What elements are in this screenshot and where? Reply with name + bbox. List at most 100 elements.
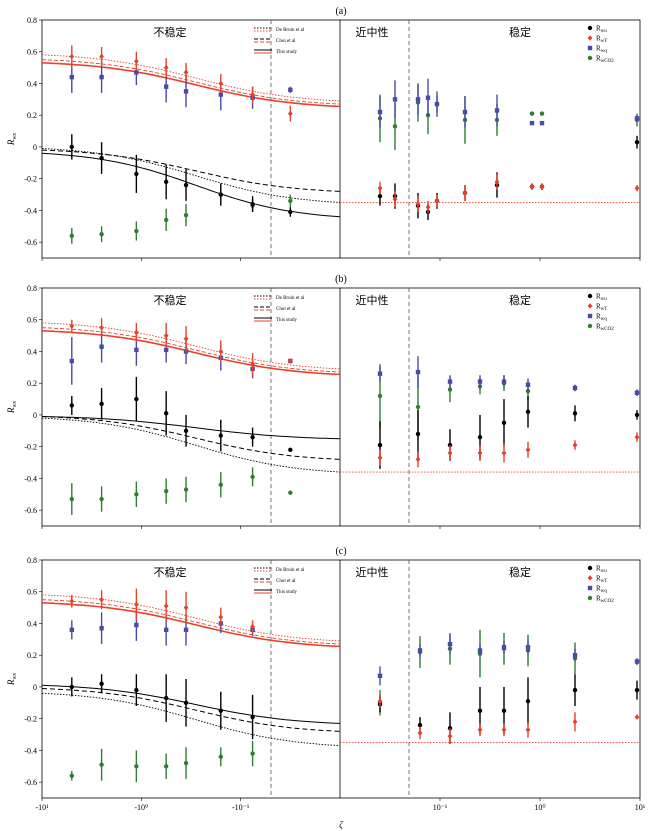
point-wq [572, 385, 578, 391]
legend-series-label: Rwu [596, 565, 607, 575]
point-wq [134, 622, 139, 628]
legend-marker-wq [587, 585, 593, 591]
point-wT [634, 185, 640, 191]
curve-red-dashed [41, 327, 341, 373]
legend-series-sub: wT [601, 579, 608, 584]
panel-a: (a) 0.8 0.6 0.4 0.2 0 -0.2 -0.4 -0.6 Rwx 不稳定 近中性 稳定 D… [6, 6, 641, 261]
point-wT [99, 596, 104, 603]
region-label-unstable: 不稳定 [154, 565, 187, 579]
curve-red-dotted [41, 322, 341, 370]
point-wu [572, 411, 578, 416]
ytick-label: -0.6 [24, 238, 37, 247]
curve-red-dotted [41, 54, 341, 102]
ytick-label: 0.4 [27, 347, 37, 356]
legend-marker-wt [587, 303, 593, 309]
legend-marker-wt [587, 35, 593, 41]
point-wT [133, 329, 139, 336]
curve-black-dotted [41, 692, 341, 747]
xtick-label: 10¹ [635, 803, 646, 812]
point-wT [447, 733, 453, 739]
ytick-label: 0.8 [27, 16, 37, 25]
point-wq [99, 344, 104, 349]
point-wq [572, 653, 578, 658]
legend-series-label: RwCO2 [596, 323, 614, 333]
point-wco2 [134, 492, 139, 497]
ytick-label: -0.2 [24, 175, 37, 184]
legend-marker-wq [587, 313, 593, 319]
legend-series-sub: wq [601, 317, 608, 322]
legend-marker-wco2 [587, 55, 593, 61]
point-wu [163, 179, 169, 185]
point-wu [163, 695, 169, 701]
legend-line-label: De Bruin et al [276, 296, 305, 301]
ylabel: Rwx [6, 133, 18, 147]
point-wu [417, 722, 423, 728]
point-wu [634, 687, 640, 693]
legend-marker-wco2 [587, 323, 593, 329]
curve-red-solid [41, 330, 341, 376]
ytick-label: 0 [33, 683, 37, 692]
point-wco2 [69, 496, 75, 502]
legend-series-sub: wu [601, 569, 608, 574]
point-wq [634, 116, 640, 121]
point-wq [218, 92, 223, 97]
point-wT [377, 185, 383, 191]
point-wu [218, 708, 223, 713]
point-wq [99, 74, 104, 80]
panel-c: (c) 0.8 0.6 0.4 0.2 0 -0.2 -0.4 -0.6 Rwx -10¹ -10⁰ -… [6, 546, 646, 812]
legend-marker-wu [587, 565, 593, 571]
point-wT [183, 335, 189, 342]
curve-black-dashed [41, 149, 341, 192]
legend-series-sub: wCO2 [601, 59, 615, 64]
curve-black-solid [41, 416, 341, 440]
point-wq [377, 371, 383, 376]
point-wu [134, 687, 139, 693]
point-wT [69, 53, 75, 60]
ytick-label: 0.4 [27, 79, 37, 88]
point-wT [434, 198, 440, 204]
legend-series-sub: wu [601, 29, 608, 34]
point-wco2 [529, 111, 535, 116]
point-wq [288, 87, 293, 93]
point-wT [477, 726, 483, 733]
point-wq [415, 97, 421, 102]
point-wT [415, 201, 421, 207]
point-wT [634, 714, 640, 720]
legend-series-sub: wCO2 [601, 599, 615, 604]
legend-series-label: RwT [596, 575, 607, 585]
point-wco2 [250, 474, 255, 480]
legend-series-label: RwCO2 [596, 595, 614, 605]
xtick-label: 10⁻¹ [433, 803, 448, 812]
legend-series-label: RwT [596, 303, 607, 313]
curve-black-dotted [41, 417, 341, 473]
point-wT [477, 450, 483, 456]
legend-line-label: Choi et al [276, 579, 296, 584]
ytick-label: 0 [33, 411, 37, 420]
point-wu [218, 192, 223, 197]
ytick-label: 0.2 [27, 111, 37, 120]
curve-red-dotted [41, 594, 341, 642]
point-wu [99, 155, 104, 161]
panel-letter: (a) [335, 6, 346, 17]
axes-frame [41, 19, 641, 259]
point-wq [477, 648, 483, 653]
legend-series-label: Rwu [596, 293, 607, 303]
point-wu [218, 433, 223, 438]
point-wco2 [163, 217, 169, 223]
point-wco2 [288, 198, 293, 204]
point-wco2 [183, 487, 189, 492]
ytick-label: -0.4 [24, 746, 37, 755]
point-wT [133, 601, 139, 608]
curve-black-solid [41, 152, 341, 218]
point-wu [69, 403, 75, 408]
point-wco2 [99, 232, 104, 237]
legend-series-sub: wT [601, 39, 608, 44]
point-wq [377, 109, 383, 115]
legend-series-sub: wT [601, 307, 608, 312]
point-wq [525, 645, 531, 650]
point-wT [425, 204, 431, 211]
point-wT [501, 450, 507, 456]
point-wT [377, 454, 383, 461]
ytick-label: 0.2 [27, 651, 37, 660]
curve-black-dotted [41, 148, 341, 203]
